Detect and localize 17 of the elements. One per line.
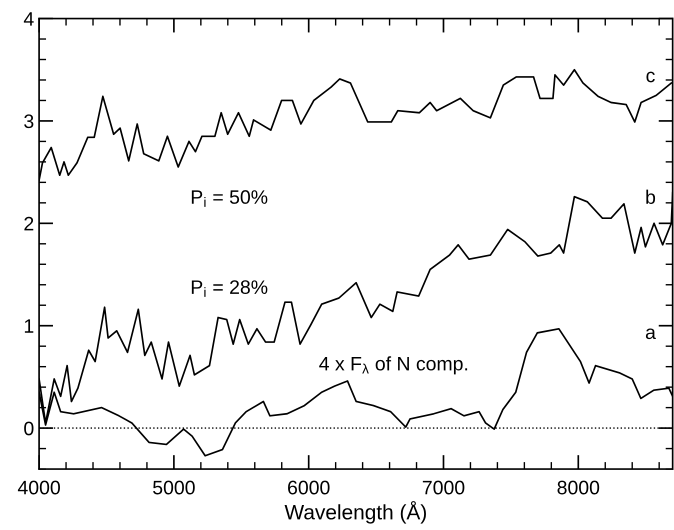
annotation: 4 x F$_{λ}$ of N comp. [319, 356, 468, 374]
y-tick-label: 1 [24, 319, 34, 333]
y-tick-label: 3 [24, 114, 34, 128]
x-tick-label: 7000 [422, 480, 464, 494]
x-tick-label: 5000 [153, 480, 195, 494]
x-axis-title: Wavelength (Å) [284, 501, 426, 524]
annotation: a [646, 328, 656, 340]
annotation: P$_{i}$ = 28% [192, 280, 268, 297]
y-tick-label: 4 [24, 12, 34, 26]
annotation: P$_{i}$ = 50% [192, 190, 268, 207]
x-tick-label: 6000 [288, 480, 330, 494]
x-tick-label: 8000 [558, 480, 600, 494]
x-tick-label: 4000 [18, 480, 60, 494]
annotation: b [646, 190, 656, 204]
y-tick-label: 2 [24, 216, 34, 230]
annotation: c [646, 72, 655, 82]
y-tick-label: 0 [24, 422, 34, 436]
